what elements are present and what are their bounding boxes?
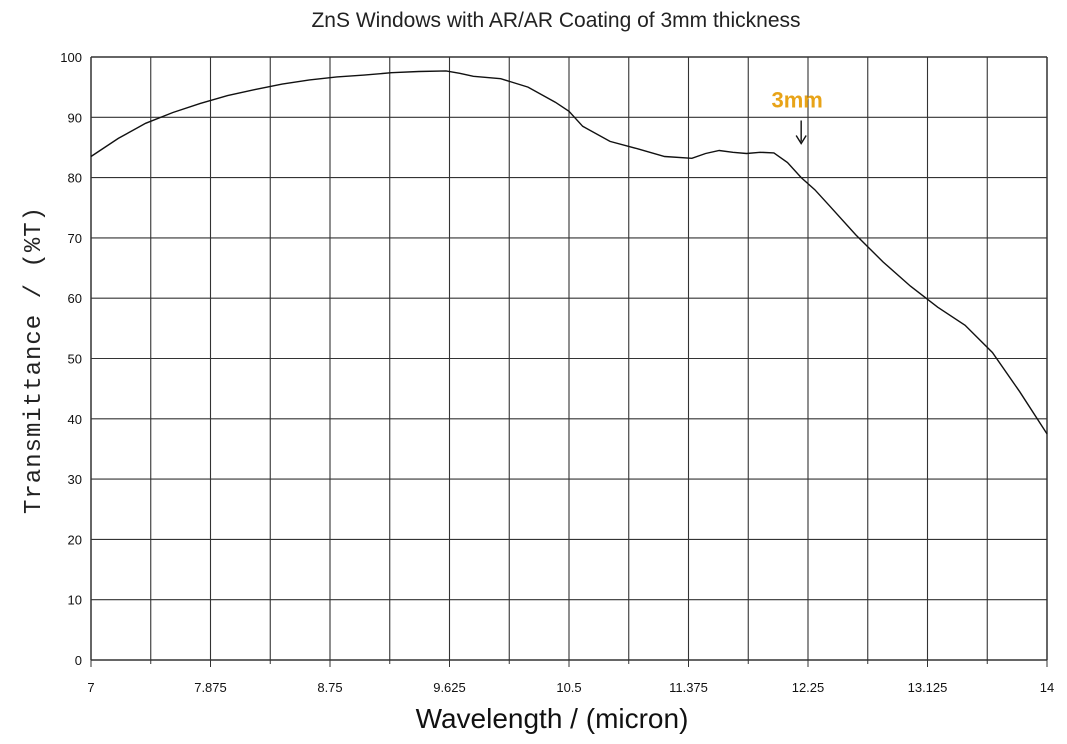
y-tick-label: 70 (68, 231, 82, 246)
x-tick-label: 13.125 (908, 680, 948, 695)
x-tick-label: 8.75 (317, 680, 342, 695)
annotation-label: 3mm (771, 88, 822, 113)
y-tick-label: 10 (68, 593, 82, 608)
y-tick-label: 60 (68, 291, 82, 306)
y-tick-label: 30 (68, 472, 82, 487)
y-tick-label: 50 (68, 352, 82, 367)
x-tick-labels: 7 7.875 8.75 9.625 10.5 11.375 12.25 13.125 14 (87, 680, 1054, 695)
x-tick-label: 9.625 (433, 680, 466, 695)
y-tick-label: 100 (60, 50, 82, 65)
x-tick-label: 7.875 (194, 680, 227, 695)
chart-title: ZnS Windows with AR/AR Coating of 3mm th… (311, 9, 800, 32)
y-tick-labels: 0 10 20 30 40 50 60 70 80 90 100 (60, 50, 82, 668)
x-tick-label: 11.375 (669, 680, 708, 695)
y-tick-label: 90 (68, 110, 82, 125)
x-tick-label: 14 (1040, 680, 1054, 695)
y-tick-label: 40 (68, 412, 82, 427)
annotations: 3mm (771, 88, 823, 145)
annotation-arrow-head (795, 135, 807, 145)
series-line (90, 70, 1048, 435)
y-tick-label: 20 (68, 532, 82, 547)
y-tick-label: 0 (75, 653, 82, 668)
x-tick-label: 10.5 (556, 680, 581, 695)
y-axis-label: Transmittance / (%T) (21, 206, 48, 514)
y-tick-label: 80 (68, 171, 82, 186)
x-axis-label: Wavelength / (micron) (416, 703, 689, 734)
x-tick-label: 7 (87, 680, 94, 695)
x-tick-label: 12.25 (792, 680, 825, 695)
grid (90, 56, 1048, 667)
